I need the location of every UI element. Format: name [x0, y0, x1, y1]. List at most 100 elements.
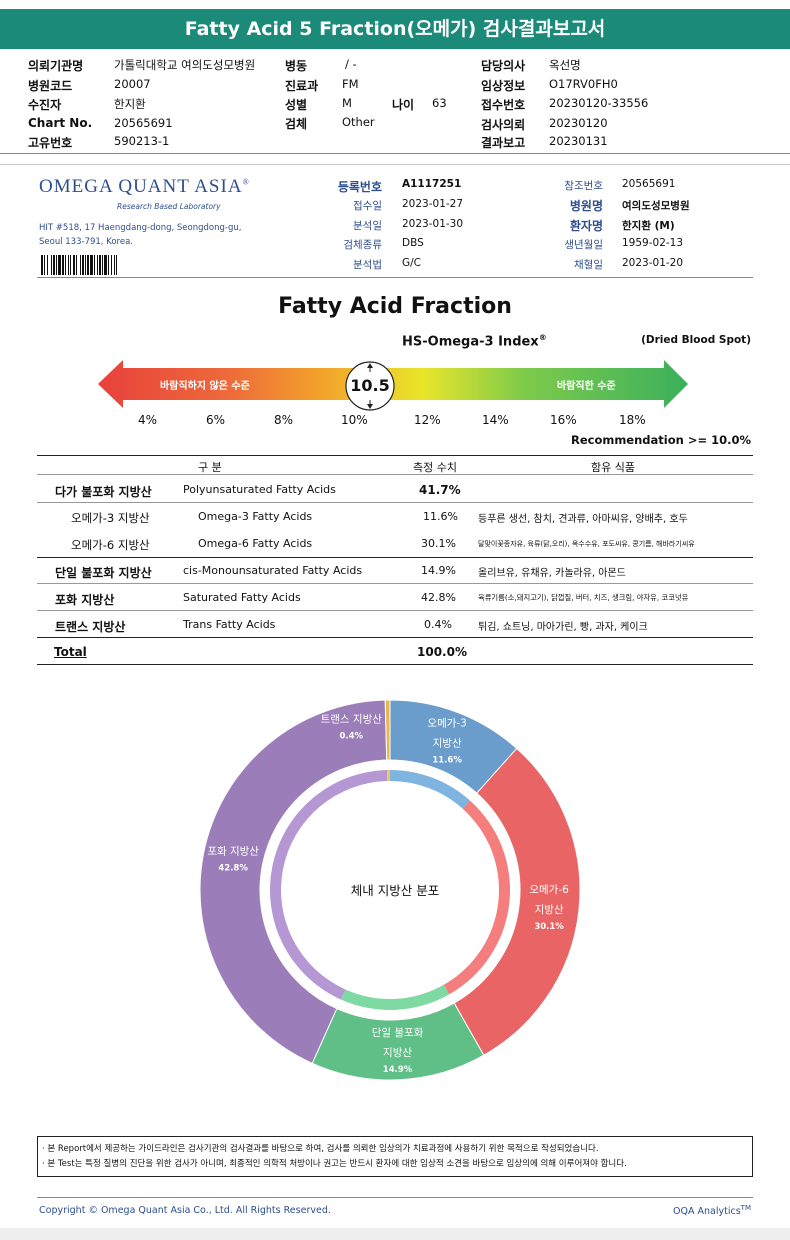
header-label: Chart No. — [28, 116, 93, 130]
undesirable-label: 바람직하지 않은 수준 — [160, 381, 250, 392]
total-value: 100.0% — [417, 645, 467, 659]
barcode-bar — [111, 255, 112, 275]
header-label: 진료과 — [285, 79, 319, 93]
slice-name-label: 트랜스 지방산 — [321, 714, 383, 726]
barcode-bar — [82, 255, 84, 275]
barcode-bar — [43, 255, 44, 275]
header-label: 의뢰기관명 — [28, 59, 84, 73]
scale-tick-label: 10% — [341, 413, 368, 427]
table-rule — [37, 583, 753, 584]
slice-name-label: 지방산 — [535, 904, 564, 916]
table-rule — [37, 557, 753, 558]
lab-address: Seoul 133-791, Korea. — [39, 237, 133, 247]
barcode-bar — [101, 255, 102, 275]
info-value: 한지환 (M) — [622, 220, 675, 232]
chart-title: 체내 지방산 분포 — [350, 883, 440, 898]
section-title: Fatty Acid Fraction — [278, 294, 512, 319]
age-value: 63 — [432, 96, 447, 110]
barcode-bar — [90, 255, 93, 275]
slice-name-label: 단일 불포화 — [372, 1026, 424, 1039]
slice-value-label: 11.6% — [432, 756, 462, 766]
row-name-en: Trans Fatty Acids — [183, 618, 276, 631]
total-label: Total — [54, 645, 87, 659]
info-value: 여의도성모병원 — [622, 200, 690, 212]
barcode-bar — [116, 255, 117, 275]
header-label: 결과보고 — [481, 136, 526, 150]
info-value: 20565691 — [622, 178, 676, 190]
barcode-bar — [97, 255, 98, 275]
info-label: 채혈일 — [574, 259, 603, 271]
report-title: Fatty Acid 5 Fraction(오메가) 검사결과보고서 — [0, 9, 790, 49]
barcode-bar — [85, 255, 86, 275]
info-label: 참조번호 — [564, 180, 603, 192]
barcode-bar — [57, 255, 58, 275]
header-value: 20565691 — [114, 116, 173, 130]
recommendation: Recommendation >= 10.0% — [570, 433, 751, 447]
disclaimer-box: · 본 Report에서 제공하는 가이드라인은 검사기관의 검사결과를 바탕으… — [37, 1136, 753, 1177]
row-name-ko: 단일 불포화 지방산 — [55, 566, 152, 580]
row-food: 달맞이꽃종자유, 육류(닭,오리), 옥수수유, 포도씨유, 콩기름, 해바라기… — [478, 540, 695, 548]
barcode-bar — [47, 255, 48, 275]
info-label: 병원명 — [569, 199, 603, 213]
table-header: 측정 수치 — [413, 461, 457, 474]
barcode-bar — [58, 255, 61, 275]
donut-slice — [384, 699, 391, 761]
row-value: 42.8% — [421, 591, 456, 604]
barcode-bar — [87, 255, 89, 275]
row-food: 올리브유, 유채유, 카놀라유, 아몬드 — [478, 568, 626, 579]
barcode-bar — [89, 255, 90, 275]
header-value: 20007 — [114, 77, 151, 91]
inner-ring-slice — [386, 770, 390, 782]
info-label: 접수일 — [353, 200, 382, 212]
marker-up-arrow — [367, 363, 373, 368]
lab-reg-mark: ® — [242, 177, 250, 187]
barcode-bar — [77, 255, 80, 275]
header-value: 20230120-33556 — [549, 96, 649, 110]
lab-logo: OMEGA QUANT ASIA® — [39, 176, 250, 198]
info-label: 분석법 — [353, 259, 382, 271]
header-label: 검사의뢰 — [481, 118, 526, 132]
slice-value-label: 0.4% — [339, 732, 363, 742]
info-label: 검체종류 — [343, 239, 382, 251]
table-rule — [37, 455, 753, 456]
row-value: 0.4% — [424, 618, 452, 631]
header-value: FM — [342, 77, 359, 91]
row-food: 튀김, 쇼트닝, 마아가린, 빵, 과자, 케이크 — [478, 622, 648, 633]
table-rule — [37, 610, 753, 611]
info-value: 1959-02-13 — [622, 237, 684, 249]
inner-ring-slice — [390, 770, 471, 809]
lab-tagline: Research Based Laboratory — [117, 202, 221, 211]
inner-ring-slice — [443, 800, 510, 995]
barcode-bar — [86, 255, 87, 275]
barcode-bar — [69, 255, 70, 275]
header-label: 병원코드 — [28, 79, 73, 93]
row-value: 14.9% — [421, 564, 456, 577]
disclaimer-line: · 본 Test는 특정 질병의 진단을 위한 검사가 아니며, 최종적인 의학… — [42, 1159, 627, 1169]
row-name-en: Omega-6 Fatty Acids — [198, 537, 313, 550]
header-value: 20230131 — [549, 134, 608, 148]
header-value: Other — [342, 115, 375, 129]
header-value: O17RV0FH0 — [549, 77, 618, 91]
barcode-bar — [44, 255, 45, 275]
slice-name-label: 오메가-3 — [427, 718, 466, 730]
barcode-bar — [114, 255, 115, 275]
scale-tick-label: 14% — [482, 413, 509, 427]
scale-tick-label: 4% — [138, 413, 158, 427]
barcode-bar — [103, 255, 104, 275]
slice-value-label: 30.1% — [534, 922, 564, 932]
header-label: 검체 — [285, 117, 308, 131]
table-header: 구 분 — [198, 461, 222, 474]
barcode-bar — [51, 255, 52, 275]
divider — [37, 1197, 753, 1198]
barcode — [41, 255, 175, 275]
barcode-bar — [66, 255, 68, 275]
barcode-bar — [41, 255, 43, 275]
row-name-ko: 오메가-3 지방산 — [71, 511, 150, 525]
brand-name: OQA Analytics — [673, 1206, 741, 1218]
index-title-text: HS-Omega-3 Index — [402, 334, 539, 350]
header-value: M — [342, 96, 352, 110]
header-value: 한지환 — [114, 97, 146, 111]
bottom-strip — [0, 1228, 790, 1240]
header-value: 옥선명 — [549, 58, 581, 72]
